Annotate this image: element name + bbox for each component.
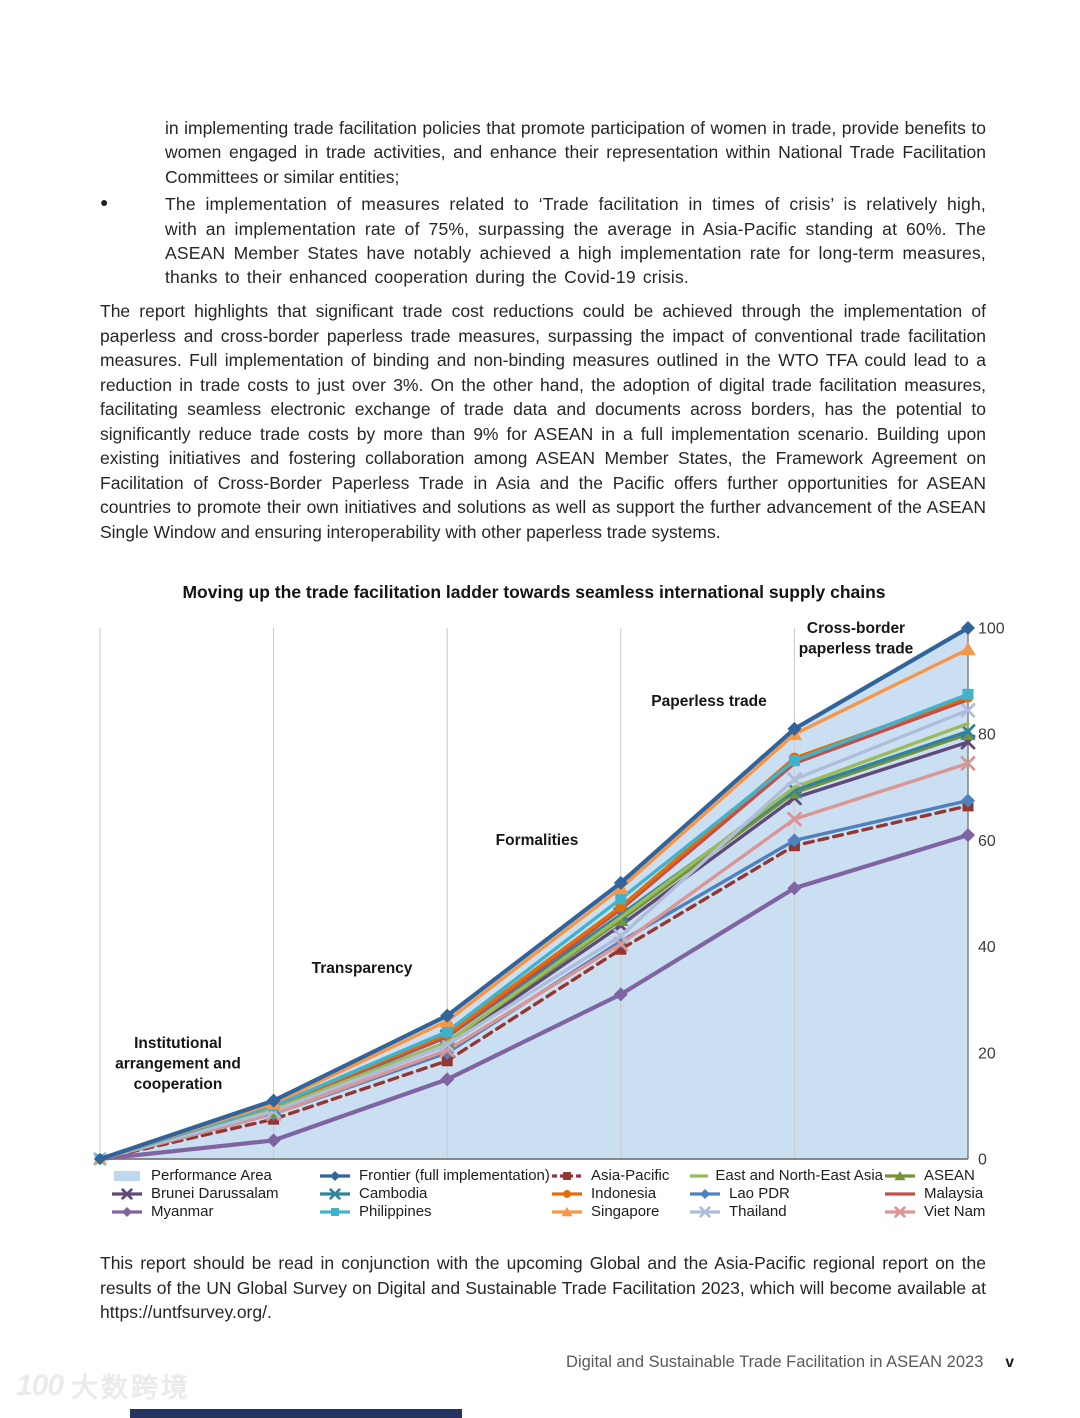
legend-item-lao-pdr: Lao PDR xyxy=(688,1185,883,1202)
legend-label-philippines: Philippines xyxy=(359,1203,432,1220)
series-frontier-full-implementation xyxy=(94,621,975,1165)
legend-label-viet-nam: Viet Nam xyxy=(924,1203,986,1220)
legend-marker-brunei-darussalam-icon xyxy=(112,1187,142,1200)
watermark: 100 大数跨境 xyxy=(16,1366,191,1405)
legend-marker-viet-nam-icon xyxy=(885,1205,915,1218)
performance-area-fill xyxy=(100,628,968,1159)
legend-item-viet-nam: Viet Nam xyxy=(883,1203,990,1220)
series-line-philippines xyxy=(98,692,970,1161)
legend-marker-east-and-north-east-asia-icon xyxy=(690,1173,709,1178)
series-line-frontier-full-implementation xyxy=(97,625,971,1162)
legend-item-east-and-north-east-asia: East and North-East Asia xyxy=(688,1167,883,1184)
legend-marker-indonesia-icon xyxy=(552,1189,582,1198)
legend-item-frontier-full-implementation: Frontier (full implementation) xyxy=(318,1167,550,1184)
footer-report-title: Digital and Sustainable Trade Facilitati… xyxy=(566,1353,984,1371)
legend-marker-lao-pdr-icon xyxy=(690,1188,720,1199)
legend-label-asia-pacific: Asia-Pacific xyxy=(591,1167,670,1184)
legend-label-east-and-north-east-asia: East and North-East Asia xyxy=(715,1167,883,1184)
watermark-text: 大数跨境 xyxy=(71,1373,192,1403)
trade-facilitation-ladder-chart: 0 20 40 60 80 100 Institutional arrangement and… xyxy=(93,620,1005,1168)
bullet-marker: ● xyxy=(100,194,109,211)
bullet-marker xyxy=(100,116,165,189)
series-line-viet-nam xyxy=(98,761,970,1161)
legend-item-asean: ASEAN xyxy=(883,1167,990,1184)
legend-marker-frontier-full-implementation-icon xyxy=(320,1170,350,1181)
y-tick-label-40: 40 xyxy=(978,939,996,956)
legend-item-thailand: Thailand xyxy=(688,1203,883,1220)
legend-item-brunei-darussalam: Brunei Darussalam xyxy=(100,1185,318,1202)
stage-label-institutional-arrangement-and-cooperation: arrangement and xyxy=(115,1056,241,1073)
legend-marker-philippines-icon xyxy=(320,1207,350,1216)
legend-item-asia-pacific: Asia-Pacific xyxy=(550,1167,688,1184)
page-number: v xyxy=(1005,1354,1014,1371)
chart-title: Moving up the trade facilitation ladder … xyxy=(182,582,886,602)
y-tick-label-100: 100 xyxy=(978,621,1005,638)
bullet-text: The implementation of measures related t… xyxy=(165,194,986,288)
legend-marker-asia-pacific-icon xyxy=(552,1171,582,1180)
legend-label-frontier-full-implementation: Frontier (full implementation) xyxy=(359,1167,550,1184)
legend-item-performance-area: Performance Area xyxy=(100,1167,318,1184)
legend-item-philippines: Philippines xyxy=(318,1203,550,1220)
stage-label-institutional-arrangement-and-cooperation: cooperation xyxy=(134,1076,223,1093)
stage-label-transparency: Transparency xyxy=(312,960,413,977)
legend-label-malaysia: Malaysia xyxy=(924,1185,984,1202)
legend-marker-myanmar-icon xyxy=(112,1206,142,1217)
stage-label-paperless-trade: Paperless trade xyxy=(651,693,767,710)
bullet-item-women-in-trade: in implementing trade facilitation polic… xyxy=(100,116,986,189)
legend-label-singapore: Singapore xyxy=(591,1203,660,1220)
y-tick-label-80: 80 xyxy=(978,727,996,744)
legend-marker-performance-area-icon xyxy=(114,1170,140,1181)
legend-marker-asean-icon xyxy=(885,1170,915,1180)
stage-label-cross-border-paperless-trade: paperless trade xyxy=(799,641,914,658)
stage-label-institutional-arrangement-and-cooperation: Institutional xyxy=(134,1035,222,1052)
legend-item-cambodia: Cambodia xyxy=(318,1185,550,1202)
legend-marker-cambodia-icon xyxy=(320,1187,350,1200)
series-line-myanmar xyxy=(97,832,971,1162)
legend-label-indonesia: Indonesia xyxy=(591,1185,657,1202)
stage-label-formalities: Formalities xyxy=(496,832,579,849)
legend-item-malaysia: Malaysia xyxy=(883,1185,990,1202)
series-line-asia-pacific xyxy=(98,804,970,1161)
y-tick-label-0: 0 xyxy=(978,1152,987,1168)
legend-label-asean: ASEAN xyxy=(924,1167,975,1184)
legend-item-indonesia: Indonesia xyxy=(550,1185,688,1202)
series-line-thailand xyxy=(98,708,970,1161)
watermark-logo: 100 xyxy=(16,1368,64,1402)
legend-label-performance-area: Performance Area xyxy=(151,1167,272,1184)
legend-marker-thailand-icon xyxy=(690,1205,720,1218)
legend-label-myanmar: Myanmar xyxy=(151,1203,214,1220)
bullet-text: in implementing trade facilitation polic… xyxy=(165,118,986,187)
legend-label-lao-pdr: Lao PDR xyxy=(729,1185,790,1202)
stage-label-cross-border-paperless-trade: Cross-border xyxy=(807,620,905,637)
y-tick-label-20: 20 xyxy=(978,1045,996,1062)
page-footer: Digital and Sustainable Trade Facilitati… xyxy=(566,1353,1014,1372)
legend-label-thailand: Thailand xyxy=(729,1203,787,1220)
bottom-page-edge-bar xyxy=(130,1409,462,1418)
series-line-east-and-north-east-asia xyxy=(98,721,970,1161)
legend-item-singapore: Singapore xyxy=(550,1203,688,1220)
bullet-list: in implementing trade facilitation polic… xyxy=(100,116,986,293)
legend-marker-singapore-icon xyxy=(552,1206,582,1216)
legend-label-cambodia: Cambodia xyxy=(359,1185,428,1202)
footnote-paragraph: This report should be read in conjunctio… xyxy=(100,1253,986,1322)
legend-marker-malaysia-icon xyxy=(885,1191,915,1196)
body-paragraph: The report highlights that significant t… xyxy=(100,301,986,542)
legend-item-myanmar: Myanmar xyxy=(100,1203,318,1220)
legend-label-brunei-darussalam: Brunei Darussalam xyxy=(151,1185,279,1202)
y-tick-label-60: 60 xyxy=(978,833,996,850)
chart-legend: Performance Area Frontier (full implement… xyxy=(100,1167,990,1220)
series-east-and-north-east-asia xyxy=(98,721,970,1161)
series-myanmar xyxy=(94,828,975,1165)
bullet-item-crisis-measures: ● The implementation of measures related… xyxy=(100,192,986,290)
